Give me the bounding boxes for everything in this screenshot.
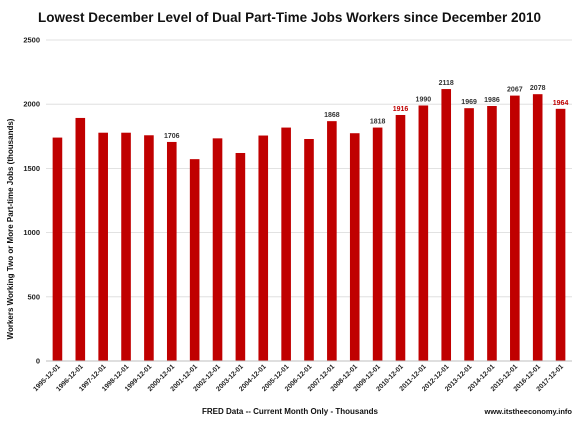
data-label: 1964 bbox=[553, 100, 569, 107]
bars bbox=[52, 89, 566, 362]
bar bbox=[327, 121, 337, 361]
data-label: 1818 bbox=[370, 119, 386, 126]
bar bbox=[52, 137, 63, 361]
chart-title: Lowest December Level of Dual Part-Time … bbox=[38, 10, 541, 25]
y-tick-label: 1000 bbox=[23, 228, 40, 237]
y-axis-title: Workers Working Two or More Part-time Jo… bbox=[6, 118, 15, 339]
bar bbox=[555, 108, 566, 361]
bar bbox=[281, 127, 291, 361]
bar bbox=[258, 135, 269, 361]
bar bbox=[235, 152, 246, 361]
bar bbox=[304, 138, 314, 361]
source-credit: www.itstheeconomy.info bbox=[483, 407, 572, 416]
bar bbox=[349, 133, 360, 361]
y-tick-label: 1500 bbox=[23, 164, 40, 173]
data-label: 1916 bbox=[393, 106, 409, 113]
y-tick-label: 500 bbox=[27, 292, 40, 301]
bar bbox=[418, 105, 429, 361]
y-tick-label: 2000 bbox=[23, 100, 40, 109]
y-tick-label: 0 bbox=[36, 357, 40, 366]
bar bbox=[121, 132, 131, 361]
bar bbox=[395, 114, 406, 362]
bar bbox=[464, 108, 474, 362]
bar bbox=[532, 94, 543, 361]
data-label: 1990 bbox=[416, 96, 432, 103]
bar bbox=[166, 141, 177, 361]
bar bbox=[144, 135, 154, 361]
data-label: 1706 bbox=[164, 133, 180, 140]
x-axis-title: FRED Data -- Current Month Only - Thousa… bbox=[202, 407, 379, 416]
data-label: 2118 bbox=[439, 80, 454, 87]
data-label: 1986 bbox=[484, 97, 500, 104]
bar bbox=[75, 117, 86, 361]
bar bbox=[487, 105, 497, 362]
data-labels: 1706 1868 1818 1916 1990 2118 1969 1986 2067 2078… bbox=[164, 80, 568, 140]
data-label: 1868 bbox=[324, 112, 340, 119]
x-axis-ticks: 1995-12-011996-12-011997-12-011998-12-01… bbox=[32, 363, 565, 393]
bar bbox=[98, 132, 108, 361]
y-tick-label: 2500 bbox=[23, 36, 40, 45]
data-label: 2067 bbox=[507, 87, 523, 94]
bar bbox=[510, 95, 520, 361]
bar bbox=[372, 127, 383, 361]
data-label: 2078 bbox=[530, 85, 546, 92]
bar bbox=[212, 138, 223, 361]
y-axis-ticks: 0 500 1000 1500 2000 2500 bbox=[23, 36, 40, 366]
data-label: 1969 bbox=[461, 99, 477, 106]
bar bbox=[189, 159, 200, 361]
bar bbox=[441, 89, 452, 361]
